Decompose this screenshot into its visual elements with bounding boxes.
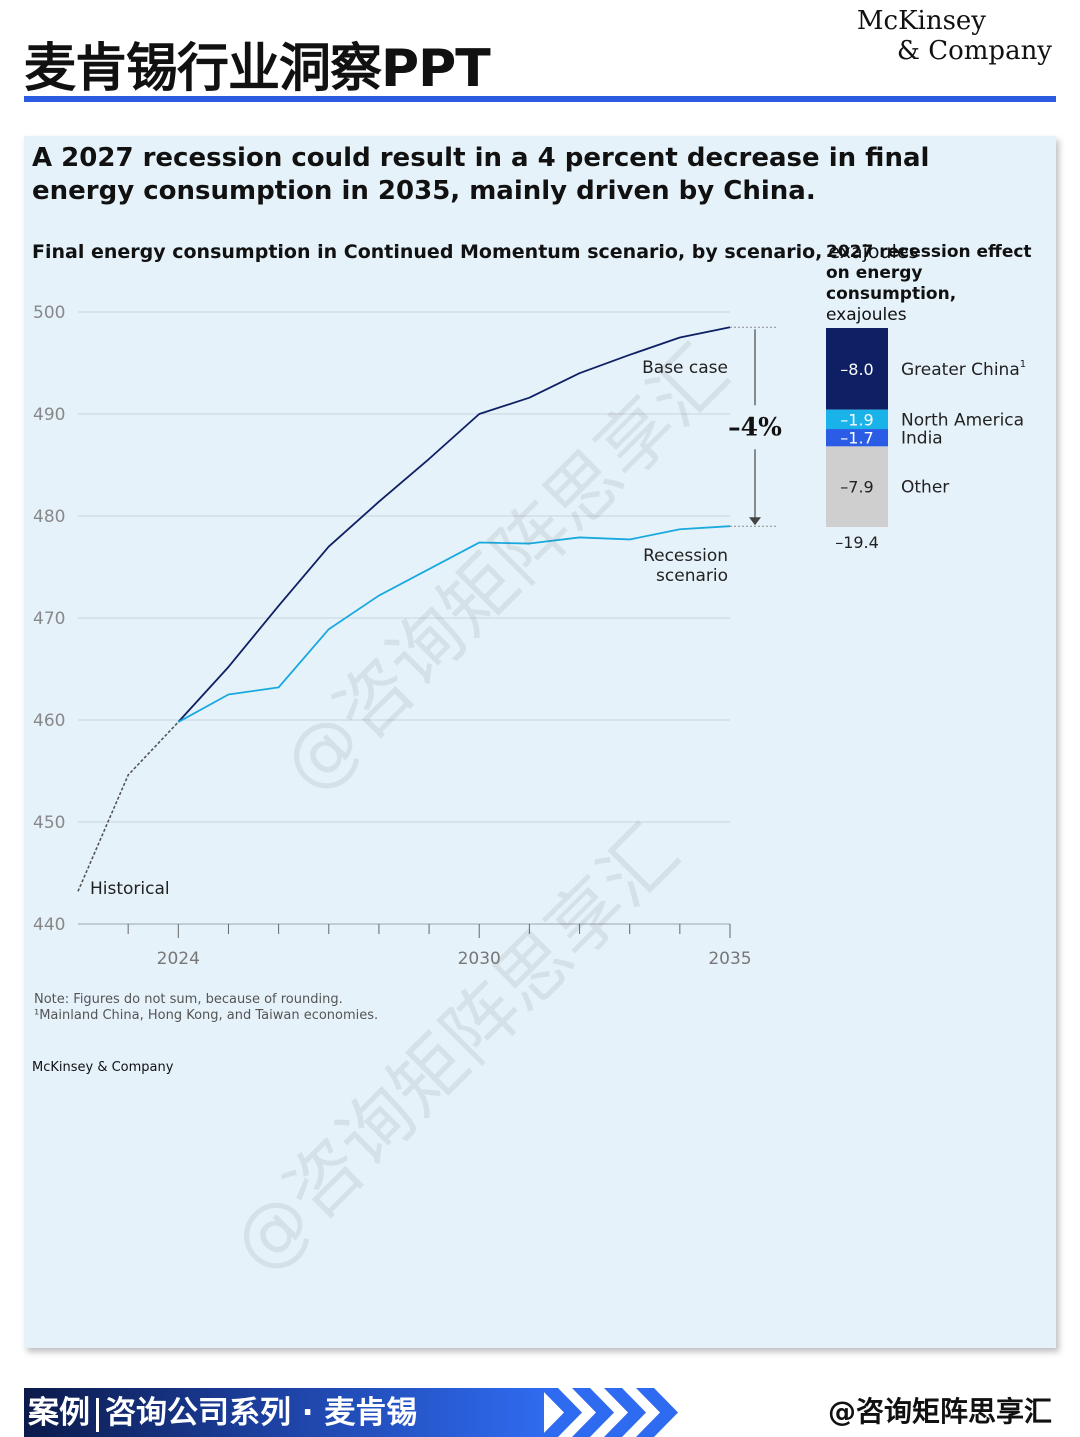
recession-label-line-2: scenario [656, 566, 728, 586]
footer-label: 案例 咨询公司系列 · 麦肯锡 [28, 1392, 417, 1434]
axis-layer: 500 490 480 470 460 450 440 2024 2030 2035 [33, 303, 752, 969]
mckinsey-logo: McKinsey & Company [857, 6, 1052, 66]
bar-value-label: –1.9 [840, 410, 873, 429]
line-chart-title-unit: exajoules [828, 241, 919, 263]
footnote-marker: 1 [1020, 359, 1026, 370]
gap-arrowhead [749, 517, 761, 526]
historical-label: Historical [90, 879, 170, 899]
bar-segment-0 [826, 328, 888, 410]
bar-value-label: –1.7 [840, 429, 873, 448]
chart-canvas: 500 490 480 470 460 450 440 2024 2030 2035 –4% Bas… [33, 303, 1026, 1289]
series-line-1 [177, 326, 731, 723]
y-tick-label: 460 [33, 711, 65, 731]
line-chart-title-bold: Final energy consumption in Continued Mo… [32, 241, 823, 263]
gap-annotation: –4% [728, 412, 782, 441]
y-tick-label: 480 [33, 507, 65, 527]
note-greater-china: ¹Mainland China, Hong Kong, and Taiwan e… [34, 1008, 379, 1023]
chart-note: Note: Figures do not sum, because of rou… [34, 992, 378, 1024]
bar-layer: –8.0 Greater China1 –1.9 North America –1.7 I… [826, 328, 1026, 552]
x-tick-label: 2030 [458, 949, 501, 969]
line-layer [77, 326, 776, 892]
bar-total-label: –19.4 [835, 533, 879, 552]
bar-category-label: Other [901, 478, 949, 498]
footer-handle: @咨询矩阵思享汇 [827, 1395, 1052, 1428]
series-line-0 [77, 721, 179, 892]
note-rounding: Note: Figures do not sum, because of rou… [34, 992, 343, 1007]
bar-segment-2 [826, 429, 888, 447]
footer-label-series: 咨询公司系列 · 麦肯锡 [105, 1395, 418, 1431]
bar-chart-title-line-1: 2027 recession effect [826, 242, 1032, 262]
chevrons-icon [540, 1388, 678, 1437]
series-line-2 [177, 525, 731, 723]
watermark-text-1: @咨询矩阵思享汇 [216, 809, 695, 1288]
y-tick-label: 490 [33, 405, 65, 425]
bar-segment-1 [826, 409, 888, 430]
bar-chart-title: 2027 recession effect on energy consumpt… [826, 242, 1056, 326]
page-title: 麦肯锡行业洞察PPT [24, 39, 491, 99]
bar-chart-title-line-2: on energy consumption, [826, 263, 957, 304]
chart-source: McKinsey & Company [32, 1060, 174, 1075]
title-divider [24, 96, 1056, 102]
y-tick-label: 500 [33, 303, 65, 323]
x-tick-label: 2035 [708, 949, 751, 969]
bar-segment-3 [826, 446, 888, 528]
footer-label-case: 案例 [28, 1395, 90, 1431]
slide-headline: A 2027 recession could result in a 4 per… [32, 143, 930, 206]
bar-chart-title-unit: exajoules [826, 305, 907, 325]
y-tick-label: 440 [33, 915, 65, 935]
y-tick-label: 470 [33, 609, 65, 629]
logo-line-1: McKinsey [856, 6, 986, 36]
base-case-label: Base case [642, 358, 728, 378]
bar-value-label: –7.9 [840, 478, 873, 497]
logo-line-2: & Company [896, 36, 1052, 66]
footer-divider [96, 1397, 99, 1432]
line-chart-title: Final energy consumption in Continued Mo… [32, 240, 918, 264]
recession-label-line-1: Recession [643, 546, 728, 566]
bar-category-label: Greater China1 [901, 359, 1026, 380]
bar-value-label: –8.0 [840, 360, 873, 379]
bar-category-label: North America [901, 410, 1024, 430]
x-tick-label: 2024 [157, 949, 200, 969]
y-tick-label: 450 [33, 813, 65, 833]
footer-band [24, 1388, 544, 1437]
slide-card: A 2027 recession could result in a 4 per… [24, 136, 1056, 1348]
watermark-layer: @咨询矩阵思享汇@咨询矩阵思享汇 [216, 329, 745, 1288]
bar-category-label: India [901, 429, 943, 449]
